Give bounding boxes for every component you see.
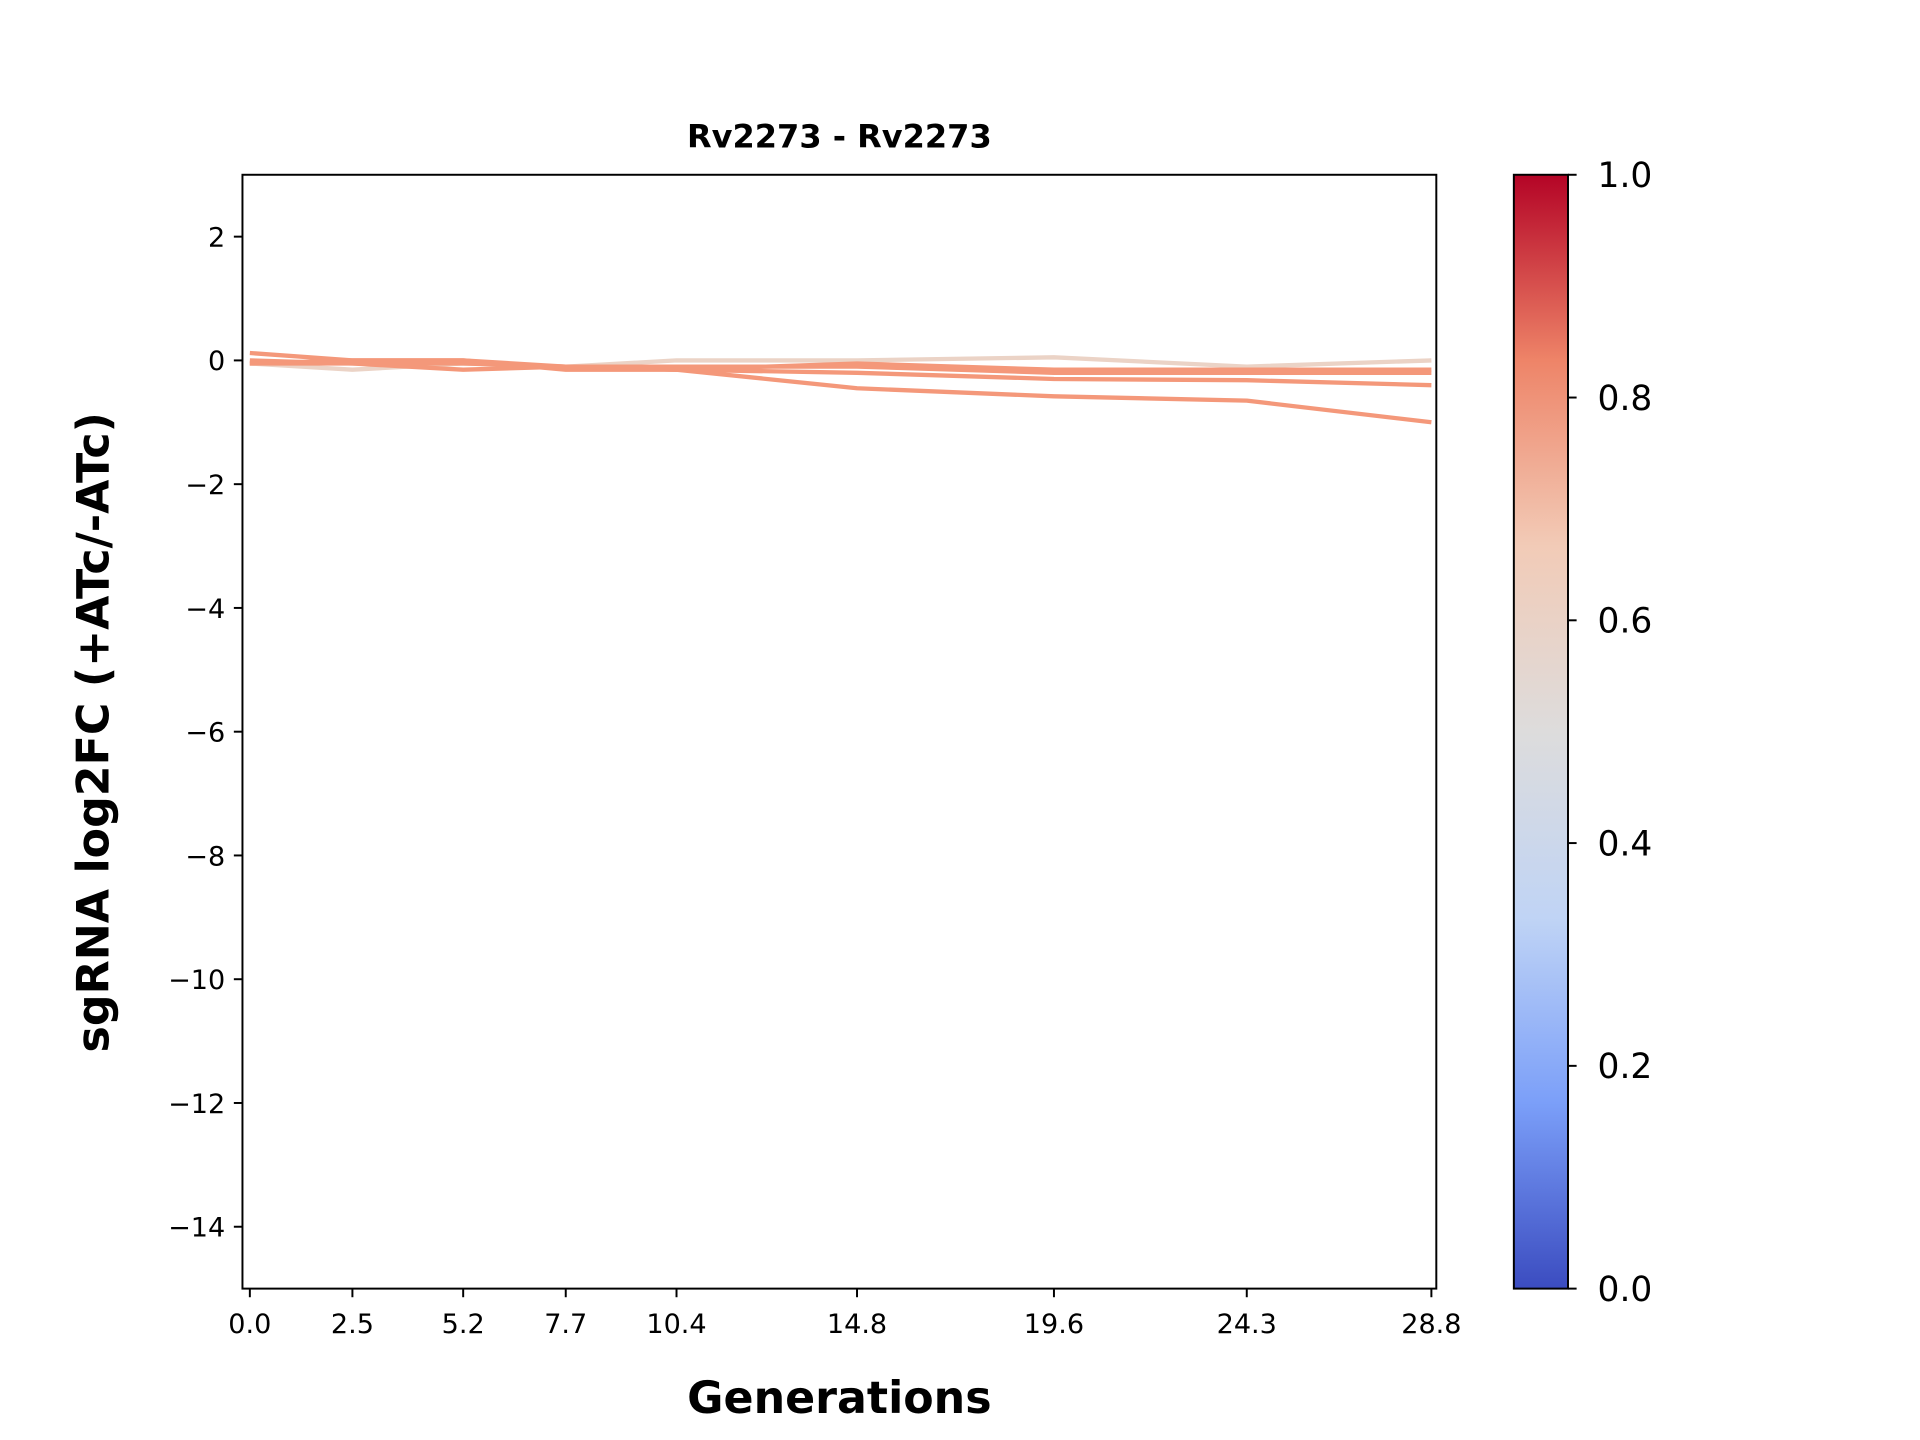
y-tick-label: −2 bbox=[185, 470, 225, 501]
colorbar-tick-label: 0.0 bbox=[1598, 1270, 1653, 1310]
colorbar-tick-label: 0.2 bbox=[1598, 1047, 1653, 1087]
y-tick-label: −8 bbox=[185, 841, 225, 872]
y-tick-label: −12 bbox=[168, 1089, 225, 1120]
y-axis: 2 0 −2 −4 −6 −8 −10 −12 −14 bbox=[168, 222, 243, 1244]
plot-area bbox=[249, 350, 1432, 425]
y-tick-label: −10 bbox=[168, 965, 225, 996]
y-tick-label: 2 bbox=[208, 222, 225, 253]
y-tick-label: −14 bbox=[168, 1213, 225, 1244]
colorbar-axis: 0.0 0.2 0.4 0.6 0.8 1.0 bbox=[1568, 156, 1652, 1310]
colorbar-tick-label: 0.8 bbox=[1598, 379, 1653, 419]
y-axis-label: sgRNA log2FC (+ATc/-ATc) bbox=[68, 412, 119, 1052]
x-axis-label: Generations bbox=[687, 1373, 991, 1424]
x-tick-label: 7.7 bbox=[544, 1309, 587, 1340]
x-tick-label: 10.4 bbox=[646, 1309, 706, 1340]
x-tick-label: 5.2 bbox=[442, 1309, 485, 1340]
y-tick-label: −6 bbox=[185, 718, 225, 749]
colorbar-tick-label: 0.4 bbox=[1598, 824, 1653, 864]
x-tick-label: 24.3 bbox=[1217, 1309, 1277, 1340]
y-tick-label: −4 bbox=[185, 594, 225, 625]
x-axis: 0.0 2.5 5.2 7.7 10.4 14.8 19.6 24.3 28.8 bbox=[228, 1288, 1462, 1340]
x-tick-label: 14.8 bbox=[827, 1309, 887, 1340]
x-tick-label: 28.8 bbox=[1401, 1309, 1461, 1340]
x-tick-label: 0.0 bbox=[228, 1309, 271, 1340]
colorbar-tick-label: 0.6 bbox=[1598, 602, 1653, 642]
chart-title: Rv2273 - Rv2273 bbox=[687, 118, 992, 156]
x-tick-label: 2.5 bbox=[331, 1309, 374, 1340]
axes-frame bbox=[241, 173, 1438, 1290]
x-tick-label: 19.6 bbox=[1024, 1309, 1084, 1340]
series-line-4 bbox=[249, 350, 1432, 425]
colorbar bbox=[1512, 173, 1569, 1290]
colorbar-tick-label: 1.0 bbox=[1598, 156, 1653, 196]
y-tick-label: 0 bbox=[208, 346, 225, 377]
